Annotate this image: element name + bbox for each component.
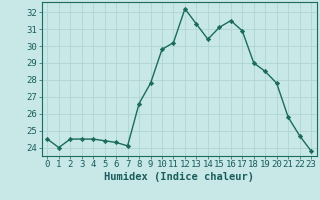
X-axis label: Humidex (Indice chaleur): Humidex (Indice chaleur) xyxy=(104,172,254,182)
